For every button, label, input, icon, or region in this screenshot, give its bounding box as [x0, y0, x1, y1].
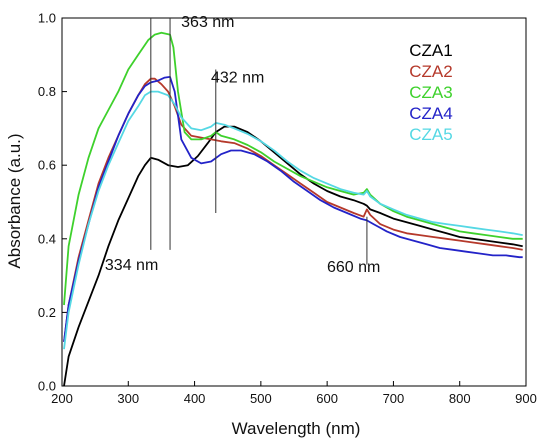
plot-frame — [61, 17, 527, 387]
series-line-cza3 — [63, 31, 523, 306]
y-tick-label-5: 1.0 — [38, 11, 56, 26]
x-tick-label-900: 900 — [515, 391, 537, 406]
series-line-cza2 — [63, 77, 523, 342]
axes: 200 300 400 500 600 700 800 900 0.0 0.2 0.4 0.6 0.8 1… — [38, 11, 537, 407]
legend-entry-cza4: CZA4 — [409, 104, 452, 123]
x-tick-label-700: 700 — [383, 391, 405, 406]
legend: CZA1 CZA2 CZA3 CZA4 CZA5 — [409, 41, 452, 144]
y-tick-label-0: 0.0 — [38, 379, 56, 394]
legend-entry-cza1: CZA1 — [409, 41, 452, 60]
legend-entry-cza3: CZA3 — [409, 83, 452, 102]
annotation-label-334: 334 nm — [105, 257, 158, 274]
annotation-label-432: 432 nm — [211, 69, 264, 86]
y-tick-label-3: 0.6 — [38, 158, 56, 173]
x-tick-label-400: 400 — [184, 391, 206, 406]
annotation-label-363: 363 nm — [181, 14, 234, 31]
legend-entry-cza5: CZA5 — [409, 125, 452, 144]
series-line-cza5 — [63, 90, 523, 350]
annotation-label-660: 660 nm — [327, 259, 380, 276]
x-tick-label-600: 600 — [316, 391, 338, 406]
x-tick-label-200: 200 — [51, 391, 73, 406]
plot-series — [63, 31, 523, 387]
legend-entry-cza2: CZA2 — [409, 62, 452, 81]
y-tick-label-4: 0.8 — [38, 84, 56, 99]
x-tick-label-500: 500 — [250, 391, 272, 406]
y-tick-label-1: 0.2 — [38, 305, 56, 320]
annotations: 334 nm 363 nm 432 nm 660 nm — [105, 14, 380, 276]
x-axis-label: Wavelength (nm) — [232, 419, 361, 438]
y-tick-label-2: 0.4 — [38, 231, 56, 246]
y-axis-label: Absorbance (a.u.) — [5, 133, 24, 268]
x-tick-label-800: 800 — [449, 391, 471, 406]
series-line-cza4 — [63, 76, 523, 342]
x-tick-label-300: 300 — [117, 391, 139, 406]
